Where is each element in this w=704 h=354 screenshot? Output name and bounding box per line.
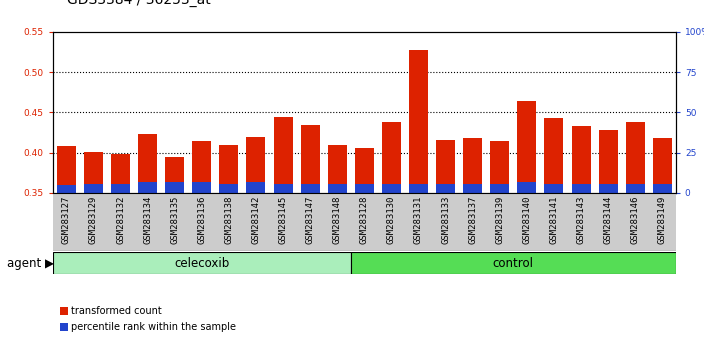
Text: GSM283148: GSM283148 [333,196,341,244]
Bar [409,184,428,193]
Bar [246,182,265,193]
Bar [351,252,676,274]
Bar [246,137,265,193]
Bar [165,182,184,193]
Text: GSM283138: GSM283138 [225,196,234,244]
Bar [274,184,293,193]
Bar [274,117,293,193]
Bar [490,141,509,193]
Bar [436,184,455,193]
Bar [84,184,103,193]
Bar [436,140,455,193]
Bar [572,126,591,193]
Text: transformed count: transformed count [71,306,162,316]
Bar [192,141,211,193]
Bar [220,145,239,193]
Bar [57,146,76,193]
Bar [653,184,672,193]
Bar [57,185,76,193]
Text: GSM283144: GSM283144 [603,196,612,244]
Text: GSM283128: GSM283128 [360,196,369,244]
Bar [517,182,536,193]
Text: celecoxib: celecoxib [174,257,230,270]
Text: GSM283141: GSM283141 [549,196,558,244]
Bar [220,184,239,193]
Bar [463,138,482,193]
Bar [517,101,536,193]
Bar [544,118,563,193]
Bar [111,184,130,193]
Bar [626,184,645,193]
Bar [653,138,672,193]
Text: GSM283127: GSM283127 [62,196,71,244]
Bar [301,184,320,193]
Bar [598,184,617,193]
Text: GSM283130: GSM283130 [387,196,396,244]
Bar [626,122,645,193]
Text: GSM283145: GSM283145 [279,196,287,244]
Text: GDS3384 / 36253_at: GDS3384 / 36253_at [67,0,210,7]
Text: GSM283140: GSM283140 [522,196,532,244]
Bar [328,184,346,193]
Bar [111,154,130,193]
Text: percentile rank within the sample: percentile rank within the sample [71,322,236,332]
Bar [138,182,157,193]
Bar [328,145,346,193]
Text: GSM283143: GSM283143 [577,196,586,244]
Bar [572,184,591,193]
Bar [53,193,676,251]
Text: agent ▶: agent ▶ [7,257,54,270]
Bar [382,184,401,193]
Text: GSM283132: GSM283132 [116,196,125,244]
Text: GSM283137: GSM283137 [468,196,477,244]
Bar [84,152,103,193]
Text: GSM283136: GSM283136 [197,196,206,244]
Bar [53,252,351,274]
Text: GSM283146: GSM283146 [631,196,640,244]
Text: GSM283133: GSM283133 [441,196,450,244]
Bar [138,134,157,193]
Bar [598,130,617,193]
Bar [463,184,482,193]
Text: GSM283135: GSM283135 [170,196,180,244]
Bar [355,148,374,193]
Bar [165,157,184,193]
Bar [355,184,374,193]
Bar [382,122,401,193]
Bar [301,125,320,193]
Text: GSM283149: GSM283149 [658,196,667,244]
Bar [490,184,509,193]
Text: GSM283139: GSM283139 [495,196,504,244]
Bar [409,50,428,193]
Bar [544,184,563,193]
Bar [192,182,211,193]
Text: control: control [493,257,534,270]
Text: GSM283131: GSM283131 [414,196,423,244]
Text: GSM283147: GSM283147 [306,196,315,244]
Text: GSM283142: GSM283142 [251,196,260,244]
Text: GSM283134: GSM283134 [143,196,152,244]
Text: GSM283129: GSM283129 [89,196,98,244]
